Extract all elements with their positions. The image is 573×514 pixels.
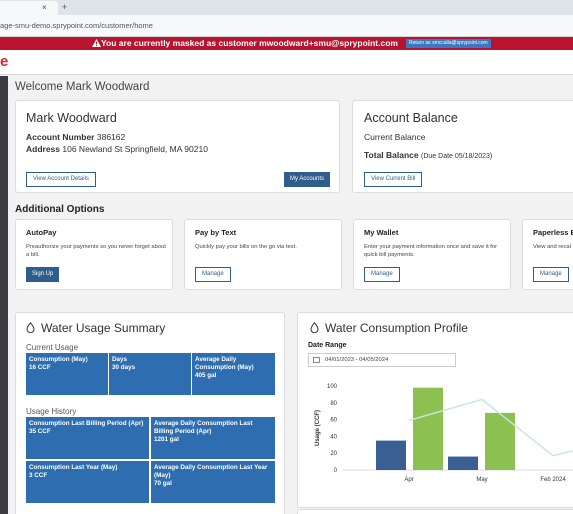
address-bar[interactable]: age-smu-demo.sprypoint.com/customer/home xyxy=(0,15,573,37)
option-description: View and recal xyxy=(533,244,571,250)
option-description: Preauthorize your payments so you never … xyxy=(26,244,166,258)
option-title: AutoPay xyxy=(26,228,57,237)
usage-summary-title: Water Usage Summary xyxy=(26,321,165,335)
profile-title: Water Consumption Profile xyxy=(310,321,468,335)
x-tick-label: Apr xyxy=(404,477,413,483)
tab-close-icon[interactable]: × xyxy=(42,3,47,12)
total-balance: Total Balance (Due Date 05/18/2023) xyxy=(364,150,493,160)
chart-bar xyxy=(376,440,406,470)
calendar-icon xyxy=(313,357,320,363)
paperless-card: Paperless E View and recal Manage xyxy=(522,219,573,290)
y-tick-label: 0 xyxy=(334,468,338,474)
balance-title: Account Balance xyxy=(364,111,458,125)
option-title: Paperless E xyxy=(533,228,573,237)
account-address: Address 106 Newland St Springfield, MA 9… xyxy=(26,144,208,154)
usage-tile: Average Daily Consumption Last Billing P… xyxy=(151,417,275,459)
app-header: e xyxy=(0,50,573,75)
usage-history-label: Usage History xyxy=(26,407,77,416)
option-title: Pay by Text xyxy=(195,228,237,237)
chart-bar xyxy=(448,456,478,470)
sign-up-button[interactable]: Sign Up xyxy=(26,267,60,282)
manage-button[interactable]: Manage xyxy=(195,267,231,282)
url-text[interactable]: age-smu-demo.sprypoint.com/customer/home xyxy=(0,21,153,30)
browser-tab-bar: × + xyxy=(0,0,573,15)
y-axis-title: Usage (CCF) xyxy=(315,410,321,446)
my-accounts-button[interactable]: My Accounts xyxy=(284,172,331,187)
chart-line-series xyxy=(408,398,573,457)
welcome-heading: Welcome Mark Woodward xyxy=(15,81,150,93)
consumption-chart: Usage (CCF) 0 20 40 60 80 100 Apr May Feb 2024 xyxy=(315,384,573,483)
x-tick-label: Feb 2024 xyxy=(540,477,566,483)
account-card: Mark Woodward Account Number 386162 Addr… xyxy=(15,100,340,193)
usage-tile: Consumption (May) 16 CCF xyxy=(26,353,108,395)
masked-banner: You are currently masked as customer mwo… xyxy=(0,37,573,50)
y-tick-label: 80 xyxy=(330,401,337,407)
y-tick-label: 40 xyxy=(330,434,337,440)
usage-tile: Average Daily Consumption Last Year (May… xyxy=(151,461,275,503)
current-usage-label: Current Usage xyxy=(26,343,79,352)
current-balance-label: Current Balance xyxy=(364,132,426,142)
usage-tile: Average Daily Consumption (May) 405 gal xyxy=(192,353,275,395)
water-usage-summary-card: Water Usage Summary Current Usage Consum… xyxy=(15,312,285,514)
browser-tab[interactable]: × xyxy=(0,1,58,15)
next-card-edge xyxy=(297,509,573,514)
y-tick-label: 60 xyxy=(330,418,337,424)
autopay-card: AutoPay Preauthorize your payments so yo… xyxy=(15,219,173,290)
manage-button[interactable]: Manage xyxy=(364,267,400,282)
account-number: Account Number 386162 xyxy=(26,132,126,142)
water-drop-icon xyxy=(26,322,35,333)
option-description: Enter your payment information once and … xyxy=(364,244,498,258)
chart-bar xyxy=(413,387,443,470)
logo[interactable]: e xyxy=(0,53,9,70)
return-as-button[interactable]: Return as smccalla@sprypoint.com xyxy=(406,39,491,48)
masked-banner-text: You are currently masked as customer mwo… xyxy=(92,37,398,50)
option-description: Quickly pay your bills on the go via tex… xyxy=(195,244,297,250)
pay-by-text-card: Pay by Text Quickly pay your bills on th… xyxy=(184,219,342,290)
warning-icon xyxy=(92,39,101,47)
manage-button[interactable]: Manage xyxy=(533,267,569,282)
date-range-input[interactable]: 04/01/2023 - 04/05/2024 xyxy=(308,353,456,367)
usage-tile: Days 30 days xyxy=(109,353,191,395)
y-tick-label: 20 xyxy=(330,451,337,457)
account-balance-card: Account Balance Current Balance Total Ba… xyxy=(352,100,573,193)
additional-options-title: Additional Options xyxy=(15,204,105,215)
left-sidebar-edge xyxy=(0,76,8,514)
new-tab-icon[interactable]: + xyxy=(62,2,68,12)
usage-tile: Consumption Last Billing Period (Apr) 35 … xyxy=(26,417,149,459)
my-wallet-card: My Wallet Enter your payment information… xyxy=(353,219,511,290)
usage-tile: Consumption Last Year (May) 3 CCF xyxy=(26,461,149,503)
view-account-details-button[interactable]: View Account Details xyxy=(26,172,96,187)
x-tick-label: May xyxy=(476,477,487,483)
y-tick-label: 100 xyxy=(327,384,338,390)
water-drop-icon xyxy=(310,322,319,333)
date-range-label: Date Range xyxy=(308,342,347,349)
view-current-bill-button[interactable]: View Current Bill xyxy=(364,172,423,187)
option-title: My Wallet xyxy=(364,228,399,237)
account-name: Mark Woodward xyxy=(26,111,117,125)
